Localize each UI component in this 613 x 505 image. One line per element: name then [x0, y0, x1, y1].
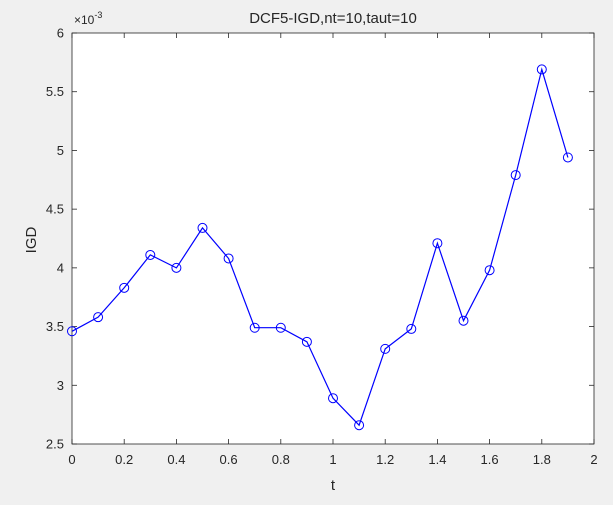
y-tick-label: 3.5	[46, 319, 64, 334]
y-tick-label: 4	[57, 260, 64, 275]
data-point-marker	[458, 315, 469, 326]
axis-ticks: 0 0.2 0.4 0.6 0.8 1 1.2 1.4 1.6 1.8 2 2.5 3 3.5 4 4.5 5 5…	[46, 26, 598, 468]
x-tick-label: 0	[68, 452, 75, 467]
y-tick-label: 5.5	[46, 84, 64, 99]
data-point-marker	[536, 64, 547, 75]
x-tick-label: 1.2	[376, 452, 394, 467]
data-point-marker	[406, 323, 417, 334]
data-point-marker	[328, 393, 338, 404]
y-tick-label: 6	[57, 26, 64, 41]
plot-area	[71, 32, 595, 445]
y-exponent-power: -3	[94, 10, 102, 20]
data-point-marker	[510, 170, 521, 181]
data-point-marker	[301, 336, 312, 347]
y-axis-exponent: ×10-3	[74, 10, 102, 27]
data-point-marker	[197, 222, 208, 233]
data-point-marker	[484, 265, 495, 276]
data-point-marker	[119, 282, 130, 293]
x-tick-label: 1.6	[481, 452, 499, 467]
x-tick-label: 0.4	[167, 452, 185, 467]
x-axis-label: t	[331, 477, 336, 494]
x-tick-label: 1	[329, 452, 336, 467]
data-series	[67, 64, 573, 431]
x-tick-label: 0.8	[272, 452, 290, 467]
data-point-marker	[249, 322, 260, 333]
data-point-marker	[93, 312, 104, 323]
y-axis-label: IGD	[23, 227, 40, 254]
x-tick-label: 2	[590, 452, 597, 467]
chart-title: DCF5-IGD,nt=10,taut=10	[249, 10, 417, 27]
y-tick-label: 4.5	[46, 202, 64, 217]
data-point-marker	[171, 262, 182, 273]
x-tick-label: 1.4	[428, 452, 446, 467]
data-point-marker	[354, 420, 365, 431]
data-point-marker	[145, 249, 156, 260]
y-tick-label: 5	[57, 143, 64, 158]
data-point-marker	[67, 326, 77, 337]
y-exponent-base: ×10	[74, 13, 95, 27]
y-tick-label: 3	[57, 378, 64, 393]
data-point-marker	[562, 152, 573, 163]
data-point-marker	[275, 322, 286, 333]
data-point-marker	[380, 343, 391, 354]
data-point-marker	[223, 253, 234, 264]
y-tick-label: 2.5	[46, 437, 64, 452]
x-tick-label: 0.2	[115, 452, 133, 467]
x-tick-label: 1.8	[533, 452, 551, 467]
data-point-marker	[432, 238, 443, 249]
x-tick-label: 0.6	[220, 452, 238, 467]
